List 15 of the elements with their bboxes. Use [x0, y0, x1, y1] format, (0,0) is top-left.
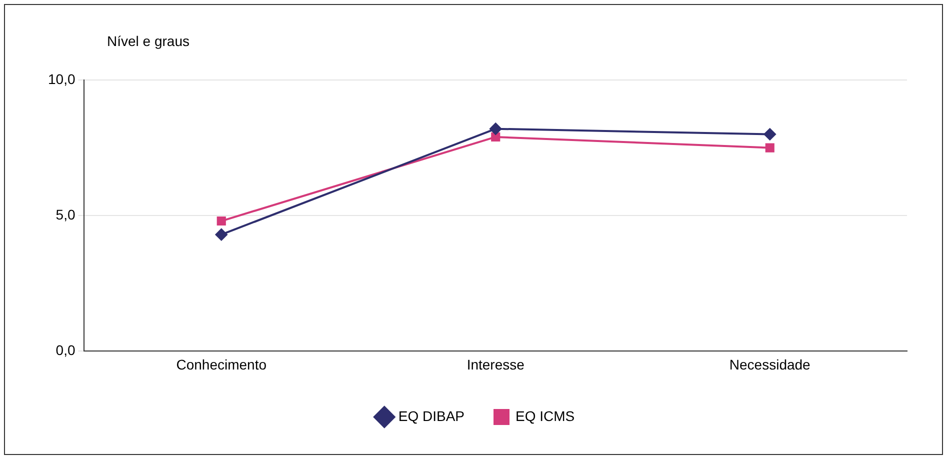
legend-label: EQ DIBAP: [398, 408, 465, 424]
point: [491, 132, 500, 142]
point: [765, 143, 774, 152]
x-tick-label: Conhecimento: [176, 356, 267, 372]
point: [215, 228, 228, 241]
x-tick-label: Interesse: [466, 356, 525, 372]
x-tick-label: Necessidade: [729, 356, 811, 372]
point: [490, 122, 502, 135]
y-tick-label: 5,0: [56, 206, 76, 222]
legend-label: EQ ICMS: [516, 408, 575, 424]
y-tick-label: 0,0: [56, 342, 76, 358]
y-tick-label: 10,0: [48, 70, 76, 87]
point: [216, 216, 226, 226]
point: [764, 128, 776, 140]
y-axis-title: Nível e graus: [107, 33, 190, 49]
